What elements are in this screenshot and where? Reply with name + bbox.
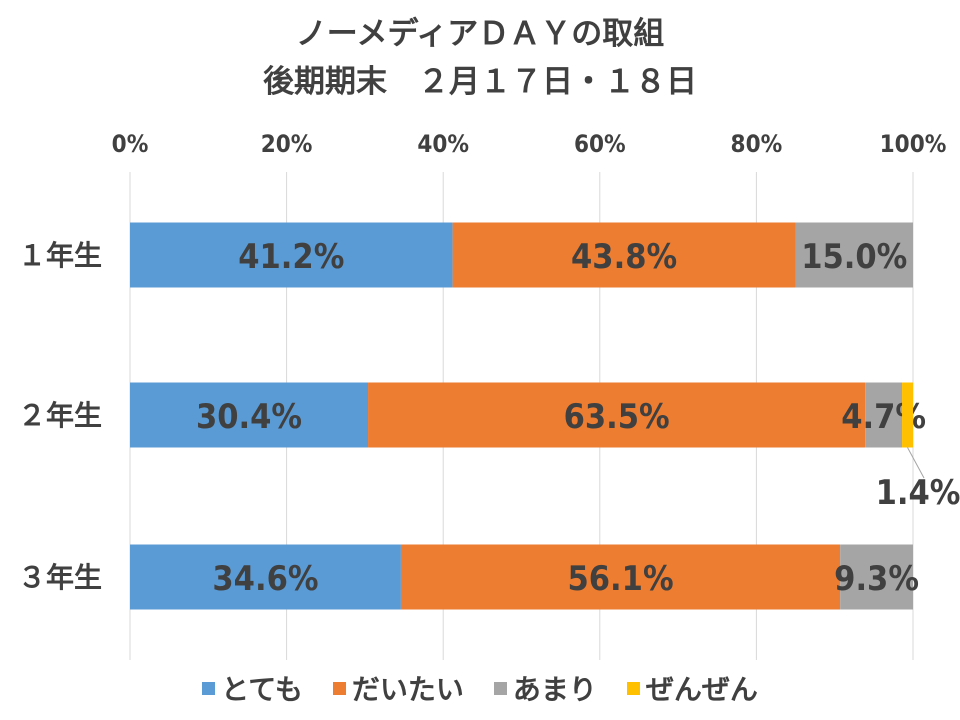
leader-line-1-3	[907, 447, 925, 479]
data-label-2-0: 34.6%	[212, 559, 318, 599]
legend-swatch-3	[626, 681, 640, 695]
x-tick-label-2: 40%	[417, 130, 469, 158]
bar-0-2	[795, 222, 913, 288]
data-label-1-2: 4.7%	[841, 397, 926, 437]
data-label-2-2: 9.3%	[834, 559, 919, 599]
bar-1-1	[368, 382, 866, 448]
category-label-0: １年生	[18, 239, 102, 272]
data-label-2-1: 56.1%	[567, 559, 673, 599]
bar-2-1	[400, 544, 841, 610]
legend-item-2: あまり	[493, 668, 597, 708]
legend-swatch-1	[332, 681, 346, 695]
chart-subtitle: 後期期末 ２月１７日・１８日	[263, 64, 697, 100]
bar-0-0	[130, 222, 453, 288]
category-label-2: ３年生	[18, 561, 102, 594]
x-tick-label-1: 20%	[261, 130, 313, 158]
bar-0-1	[452, 222, 796, 288]
x-tick-label-5: 100%	[880, 130, 947, 158]
legend-item-0: とても	[202, 668, 303, 708]
chart-title: ノーメディアＤＡＹの取組	[295, 16, 665, 52]
data-label-0-0: 41.2%	[238, 237, 344, 277]
legend: とても だいたい あまり ぜんぜん	[0, 668, 960, 708]
data-label-0-1: 43.8%	[571, 237, 677, 277]
data-label-1-3: 1.4%	[876, 473, 960, 513]
bar-1-3	[902, 382, 913, 448]
data-label-1-1: 63.5%	[564, 397, 670, 437]
legend-label-2: あまり	[512, 673, 597, 706]
bar-1-0	[130, 382, 369, 448]
legend-swatch-2	[493, 681, 507, 695]
legend-label-0: とても	[221, 673, 303, 706]
x-tick-label-4: 80%	[731, 130, 783, 158]
bar-2-0	[130, 544, 401, 610]
legend-item-3: ぜんぜん	[626, 668, 758, 708]
x-tick-label-3: 60%	[574, 130, 626, 158]
category-label-1: ２年生	[18, 399, 102, 432]
data-label-1-0: 30.4%	[196, 397, 302, 437]
data-label-0-2: 15.0%	[801, 237, 907, 277]
legend-label-3: ぜんぜん	[645, 673, 758, 706]
legend-swatch-0	[202, 681, 216, 695]
legend-label-1: だいたい	[351, 673, 464, 706]
bar-2-2	[840, 544, 913, 610]
legend-item-1: だいたい	[332, 668, 464, 708]
x-tick-label-0: 0%	[112, 130, 149, 158]
bar-1-2	[865, 382, 903, 448]
